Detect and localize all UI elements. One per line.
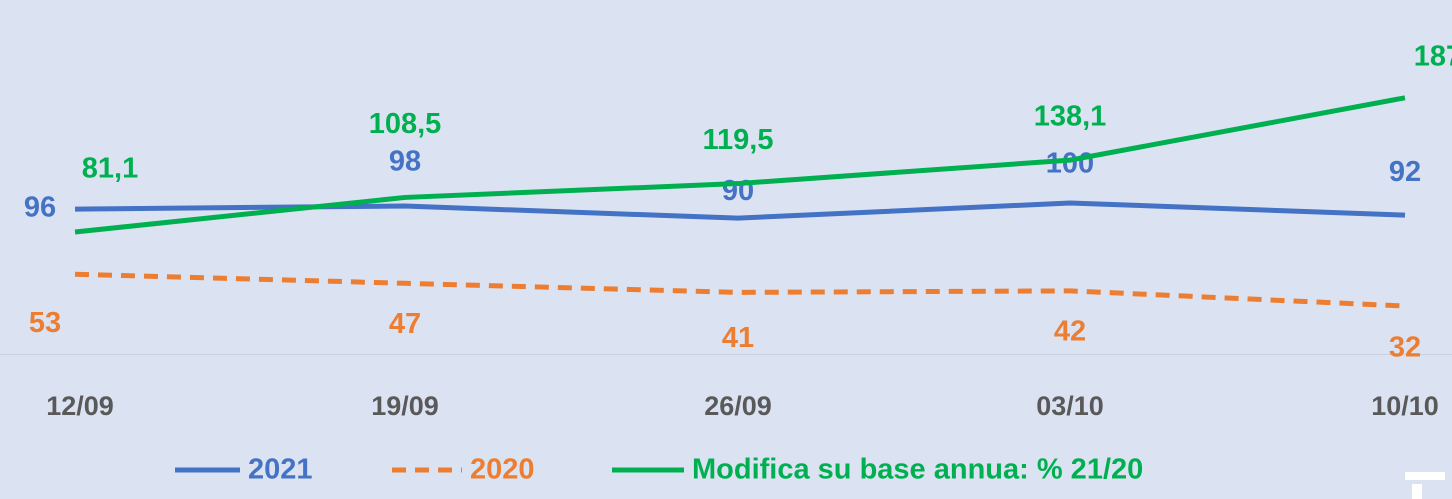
series-line	[74, 271, 1406, 309]
data-label: 41	[722, 322, 754, 354]
legend-label: Modifica su base annua: % 21/20	[692, 454, 1143, 486]
data-label: 108,5	[369, 108, 442, 140]
legend-label: 2021	[248, 454, 313, 486]
data-label: 90	[722, 175, 754, 207]
data-label: 32	[1389, 332, 1421, 364]
series-line	[74, 95, 1406, 235]
data-label: 47	[389, 308, 421, 340]
x-tick-label: 10/10	[1371, 391, 1439, 421]
x-tick-label: 12/09	[46, 391, 114, 421]
data-label: 81,1	[82, 153, 138, 185]
data-label: 138,1	[1034, 101, 1107, 133]
x-tick-label: 03/10	[1036, 391, 1104, 421]
data-label: 96	[24, 192, 56, 224]
data-label: 42	[1054, 316, 1086, 348]
data-label: 187,5	[1414, 40, 1452, 72]
legend-label: 2020	[470, 454, 535, 486]
data-label: 92	[1389, 156, 1421, 188]
logo	[1405, 472, 1445, 499]
x-tick-label: 26/09	[704, 391, 772, 421]
data-label: 119,5	[703, 124, 774, 156]
x-tick-label: 19/09	[371, 391, 439, 421]
data-label: 53	[29, 307, 61, 339]
data-label: 98	[389, 146, 421, 178]
